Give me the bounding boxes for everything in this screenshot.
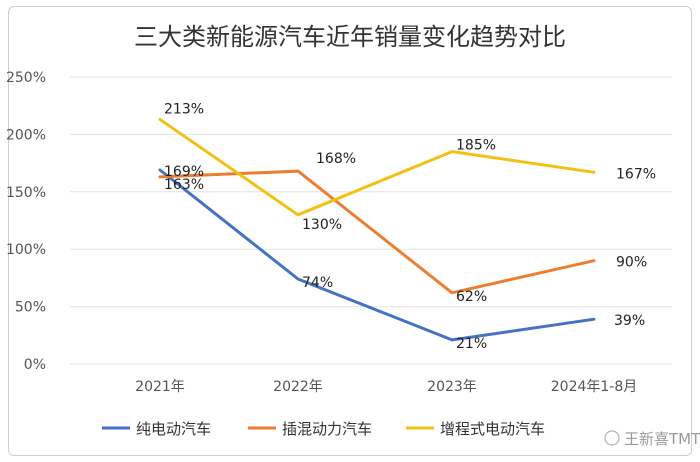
watermark-text: 王新喜TMT [624,430,700,448]
legend-item: 增程式电动汽车 [440,420,545,438]
watermark-icon [604,430,620,446]
data-label: 130% [302,217,342,233]
chart-title: 三大类新能源汽车近年销量变化趋势对比 [134,23,566,51]
data-label: 167% [616,166,656,182]
y-axis-ticks: 0% 50% 100% 150% 200% 250% [6,70,46,373]
x-axis-ticks: 2021年 2022年 2023年 2024年1-8月 [135,379,637,395]
y-tick-label: 100% [6,242,46,258]
data-label: 21% [456,336,487,352]
data-label: 90% [616,255,647,271]
data-label: 39% [614,313,645,329]
y-tick-label: 200% [6,127,46,143]
series-line-2 [158,118,596,217]
data-label: 168% [316,151,356,167]
x-tick-label: 2021年 [135,379,185,395]
data-label: 74% [302,275,333,291]
data-label: 163% [164,177,204,193]
x-tick-label: 2022年 [273,379,323,395]
data-label: 169% [164,164,204,180]
legend: 纯电动汽车 插混动力汽车 增程式电动汽车 [102,420,545,438]
y-tick-label: 50% [15,300,46,316]
legend-item: 纯电动汽车 [136,420,211,438]
y-tick-label: 0% [24,357,46,373]
data-labels: 169% 74% 21% 39% 163% 168% 62% 90% 213% 130% 185% 1… [164,101,656,351]
y-tick-label: 150% [6,185,46,201]
data-label: 185% [456,138,496,154]
y-tick-label: 250% [6,70,46,86]
legend-item: 插混动力汽车 [282,420,372,438]
series-line-0 [158,168,596,342]
data-label: 62% [456,289,487,305]
x-tick-label: 2023年 [427,379,477,395]
gridlines [70,76,672,365]
series-lines [158,118,596,342]
series-line-1 [158,169,596,295]
x-tick-label: 2024年1-8月 [551,379,638,395]
watermark: 王新喜TMT [604,430,700,448]
data-label: 213% [164,101,204,117]
chart-frame [8,6,692,456]
